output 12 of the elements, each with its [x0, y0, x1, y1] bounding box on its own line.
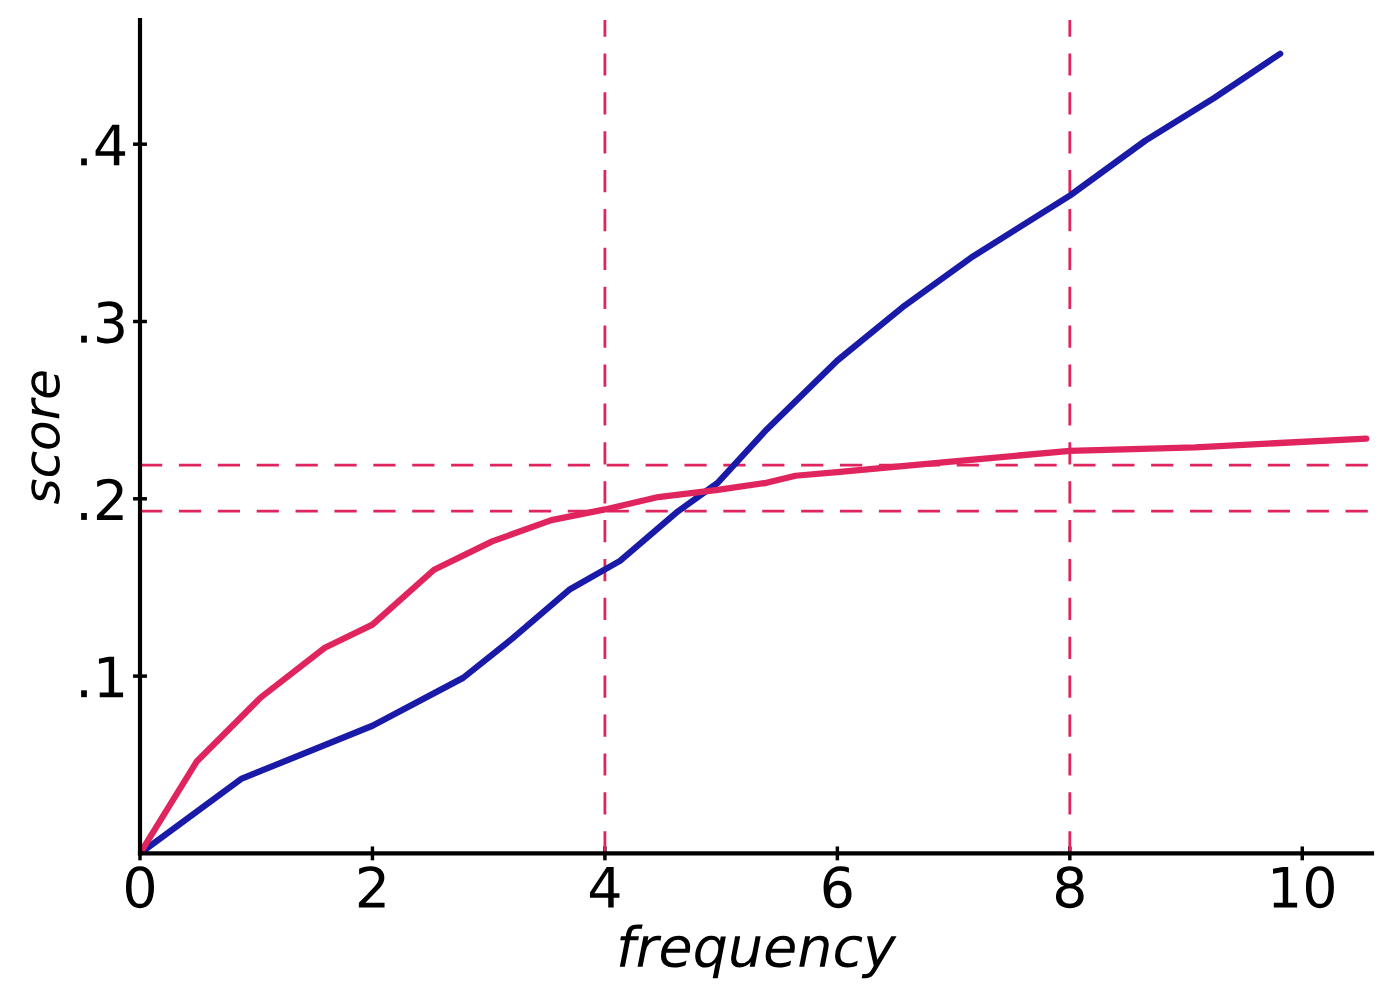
x-tick-label: 2 — [358, 866, 385, 908]
y-axis-title: score — [31, 371, 60, 504]
x-tick-label: 8 — [1055, 866, 1084, 909]
y-tick-label: .2 — [81, 478, 123, 520]
x-tick-label: 6 — [823, 866, 852, 909]
y-tick-label: .4 — [81, 124, 126, 166]
y-tick-label: .3 — [81, 301, 124, 344]
x-tick-label: 0 — [125, 866, 154, 909]
x-axis-title: frequency — [619, 924, 897, 979]
x-tick-label: 10 — [1273, 866, 1334, 909]
x-tick-label: 4 — [589, 866, 620, 908]
y-tick-label: .1 — [81, 656, 124, 698]
